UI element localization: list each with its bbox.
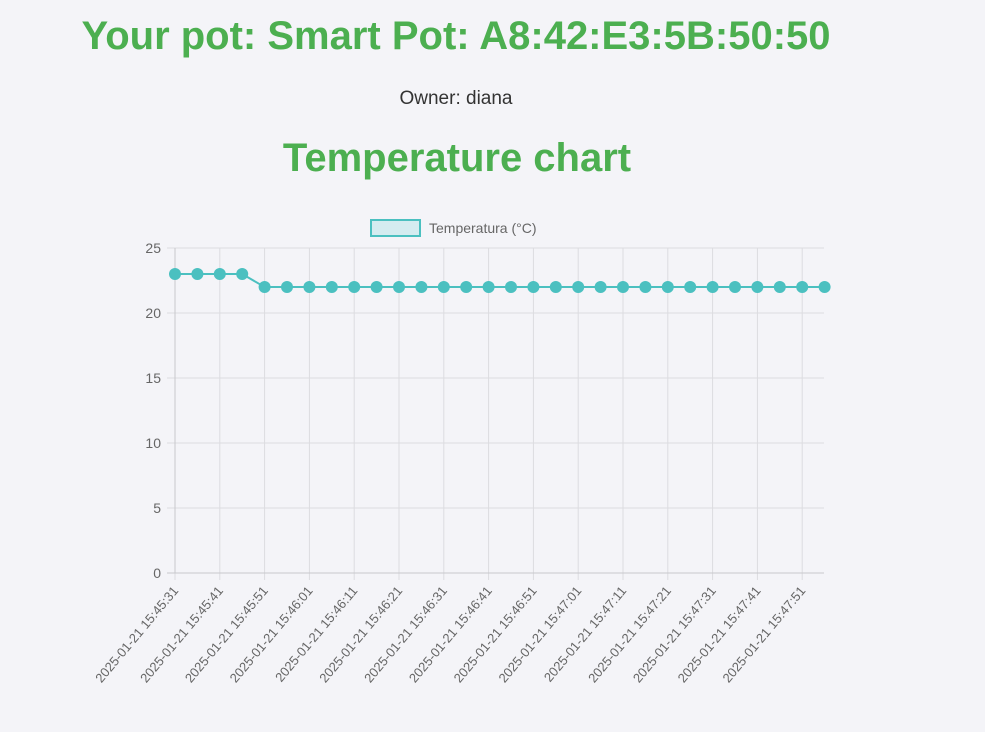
x-tick-label: 2025-01-21 15:47:31 [630, 583, 719, 685]
data-point [236, 268, 249, 280]
data-point [773, 281, 786, 293]
data-point [393, 281, 405, 293]
legend-label: Temperatura (°C) [429, 220, 537, 236]
x-tick-label: 2025-01-21 15:47:41 [675, 583, 764, 685]
x-tick-label: 2025-01-21 15:46:51 [451, 583, 540, 685]
x-tick-label: 2025-01-21 15:47:11 [541, 583, 629, 684]
data-point [325, 281, 338, 293]
data-point [549, 281, 562, 293]
x-tick-label: 2025-01-21 15:46:41 [406, 583, 495, 685]
data-point [684, 281, 697, 293]
x-tick-label: 2025-01-21 15:46:21 [316, 583, 405, 685]
y-tick-label: 25 [145, 240, 161, 256]
x-tick-label: 2025-01-21 15:45:31 [92, 583, 181, 685]
data-point [751, 281, 764, 293]
data-point [505, 281, 517, 293]
x-tick-label: 2025-01-21 15:47:21 [585, 583, 674, 685]
data-point [213, 268, 226, 280]
data-point [169, 268, 181, 280]
data-point [639, 281, 652, 293]
data-point [370, 281, 383, 293]
x-tick-label: 2025-01-21 15:45:41 [137, 583, 226, 685]
y-tick-label: 5 [153, 500, 161, 516]
data-point [729, 281, 741, 293]
data-point [303, 281, 316, 293]
x-tick-label: 2025-01-21 15:45:51 [182, 583, 271, 685]
data-point [482, 281, 495, 293]
chart-title: Temperature chart [282, 136, 632, 180]
owner-label: Owner: diana [399, 88, 513, 109]
data-point [415, 281, 428, 293]
y-tick-label: 15 [145, 370, 161, 386]
x-tick-label: 2025-01-21 15:46:11 [272, 583, 360, 684]
data-point [617, 281, 629, 293]
data-point [281, 281, 293, 293]
data-point [258, 281, 271, 293]
data-point [437, 281, 450, 293]
x-tick-label: 2025-01-21 15:46:01 [227, 583, 316, 685]
data-point [594, 281, 607, 293]
data-point [661, 281, 674, 293]
y-tick-label: 0 [153, 565, 161, 581]
data-point [796, 281, 809, 293]
legend-swatch [370, 219, 421, 237]
y-tick-label: 10 [145, 435, 161, 451]
pot-title: Your pot: Smart Pot: A8:42:E3:5B:50:50 [81, 14, 831, 58]
x-tick-label: 2025-01-21 15:47:51 [719, 583, 808, 685]
data-point [191, 268, 204, 280]
y-tick-label: 20 [145, 305, 161, 321]
data-point [572, 281, 585, 293]
data-point [527, 281, 540, 293]
x-tick-label: 2025-01-21 15:46:31 [361, 583, 450, 685]
series-line-temperatura [175, 273, 825, 288]
x-tick-label: 2025-01-21 15:47:01 [495, 583, 584, 685]
data-point [818, 281, 831, 293]
data-point [706, 281, 719, 293]
data-point [460, 281, 473, 293]
data-point [348, 281, 361, 293]
